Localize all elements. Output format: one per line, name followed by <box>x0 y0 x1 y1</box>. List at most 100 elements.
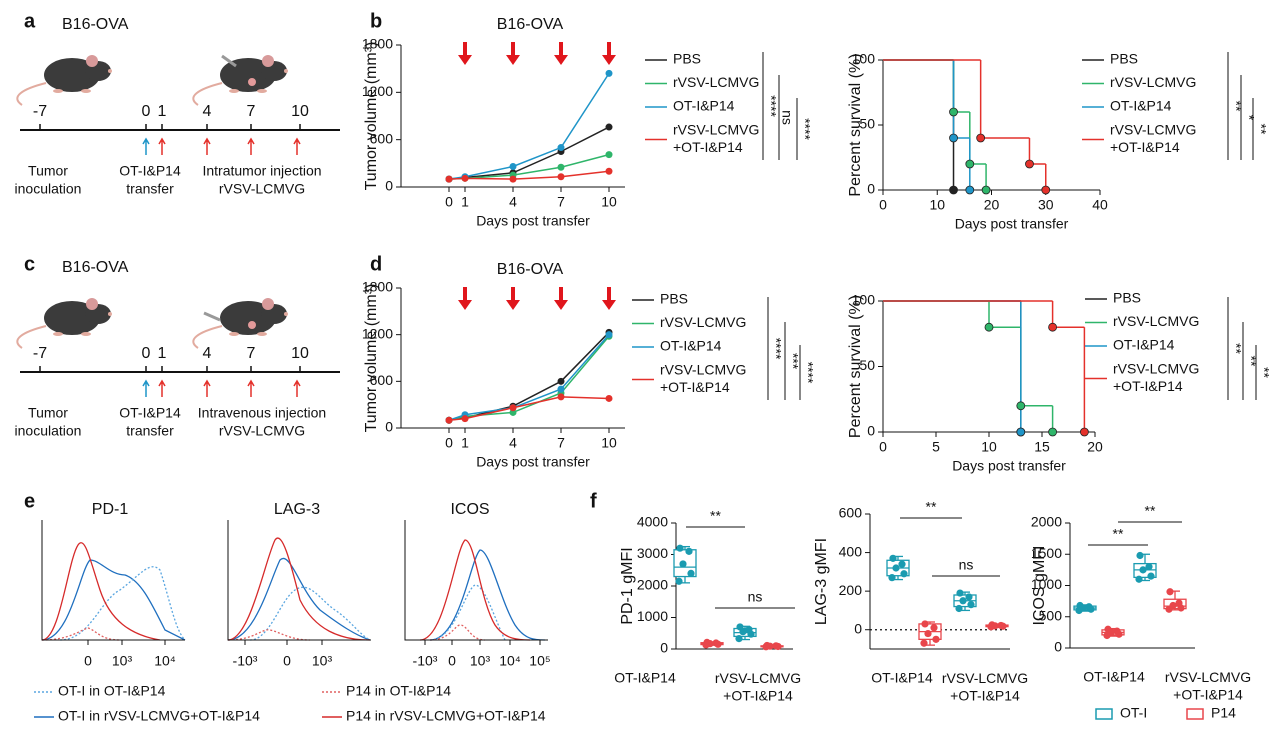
significance-label: ** <box>1228 101 1244 112</box>
x-tick-label: 0 <box>283 653 291 669</box>
arrow <box>203 137 211 155</box>
x-tick-label: 15 <box>1034 439 1050 455</box>
x-tick-label: 40 <box>1092 197 1108 213</box>
significance-label: ** <box>1256 367 1270 378</box>
data-point <box>1147 572 1155 580</box>
timeline-note: inoculation <box>15 423 82 439</box>
data-point <box>605 394 613 402</box>
series-line <box>448 72 610 180</box>
x-tick-label: 10³ <box>312 653 333 669</box>
x-tick-label: 7 <box>557 194 565 210</box>
data-point <box>888 574 896 582</box>
event-point <box>1041 185 1051 195</box>
mouse-icon <box>16 297 113 349</box>
panel-label: c <box>24 253 35 275</box>
y-tick-label: 200 <box>839 582 863 598</box>
data-point <box>924 629 932 638</box>
data-point <box>1087 605 1095 613</box>
significance-label: ** <box>1145 503 1156 519</box>
mouse-icon <box>192 297 289 349</box>
x-tick-label: rVSV-LCMVG +OT-I&P14 <box>942 670 1028 704</box>
tumor-icon <box>248 321 256 329</box>
series-line <box>448 331 610 421</box>
y-tick-label: 1500 <box>1031 545 1062 561</box>
y-axis-label: Tumor volume (mm³) <box>363 42 380 191</box>
treatment-arrow <box>554 42 568 65</box>
data-point <box>1103 631 1111 640</box>
data-point <box>605 123 613 131</box>
data-point <box>675 577 683 585</box>
event-point <box>965 185 975 195</box>
y-tick-label: 4000 <box>637 514 668 530</box>
syringe-icon <box>203 311 221 322</box>
legend-label: OT-I in rVSV-LCMVG+OT-I&P14 <box>58 708 260 724</box>
y-tick-label: 1200 <box>362 325 393 341</box>
x-tick-label: 10⁵ <box>529 653 550 669</box>
arrow <box>247 137 255 155</box>
data-point <box>605 167 613 175</box>
significance-label: **** <box>763 95 779 117</box>
y-axis-label: Percent survival (%) <box>847 53 864 196</box>
x-tick-label: rVSV-LCMVG +OT-I&P14 <box>1165 669 1251 703</box>
data-point <box>956 589 964 597</box>
legend-label: rVSV-LCMVG <box>660 314 746 330</box>
legend-swatch <box>1095 708 1113 720</box>
x-tick-label: 10⁴ <box>499 653 521 669</box>
timeline-label: 1 <box>158 345 167 362</box>
event-point <box>984 322 994 332</box>
x-tick-label: 10 <box>929 197 945 213</box>
histogram <box>41 542 161 641</box>
x-tick-label: 0 <box>448 653 456 669</box>
arrow <box>142 137 150 155</box>
treatment-arrow <box>602 287 616 310</box>
x-tick-label: 20 <box>1087 439 1103 455</box>
data-point <box>1135 575 1143 583</box>
x-tick-label: 10 <box>981 439 997 455</box>
significance-label: ns <box>748 589 763 605</box>
data-point <box>1177 604 1185 612</box>
data-point <box>557 163 565 171</box>
timeline-label: 0 <box>142 103 151 120</box>
timeline-label: 10 <box>291 103 309 120</box>
x-tick-label: 1 <box>461 435 469 451</box>
significance-label: ** <box>1253 124 1269 135</box>
timeline-label: -7 <box>33 345 47 362</box>
x-tick-label: OT-I&P14 <box>614 670 676 686</box>
significance-label: **** <box>797 118 813 140</box>
arrow <box>158 137 166 155</box>
legend-label: OT-I&P14 <box>673 98 735 114</box>
data-point <box>509 162 517 170</box>
significance-label: ** <box>926 499 937 515</box>
data-point <box>987 623 995 631</box>
y-tick-label: 400 <box>839 543 863 559</box>
timeline-note: Tumor <box>28 405 68 421</box>
treatment-arrow <box>506 42 520 65</box>
data-point <box>921 620 929 628</box>
timeline-label: 10 <box>291 345 309 362</box>
data-point <box>930 624 938 632</box>
legend-label: PBS <box>1110 51 1138 67</box>
data-point <box>685 547 693 555</box>
y-tick-label: 600 <box>370 130 394 146</box>
data-point <box>932 635 940 643</box>
data-point <box>605 69 613 77</box>
data-point <box>965 593 973 601</box>
data-point <box>1165 605 1173 613</box>
data-point <box>889 554 897 562</box>
arrow <box>158 379 166 397</box>
legend-label: rVSV-LCMVG +OT-I&P14 <box>1113 360 1199 394</box>
data-point <box>739 628 747 636</box>
data-point <box>735 635 743 643</box>
y-axis-label: Percent survival (%) <box>847 295 864 438</box>
legend-label: PBS <box>660 291 688 307</box>
y-tick-label: 1000 <box>1031 576 1062 592</box>
data-point <box>1115 630 1123 638</box>
legend-label: P14 in rVSV-LCMVG+OT-I&P14 <box>346 708 546 724</box>
series-line <box>448 126 610 180</box>
panel-label: d <box>370 253 382 275</box>
x-tick-label: OT-I&P14 <box>1083 669 1145 685</box>
x-tick-label: 4 <box>509 194 517 210</box>
x-tick-label: 0 <box>879 197 887 213</box>
legend-label: PBS <box>673 51 701 67</box>
y-tick-label: 600 <box>839 505 863 521</box>
